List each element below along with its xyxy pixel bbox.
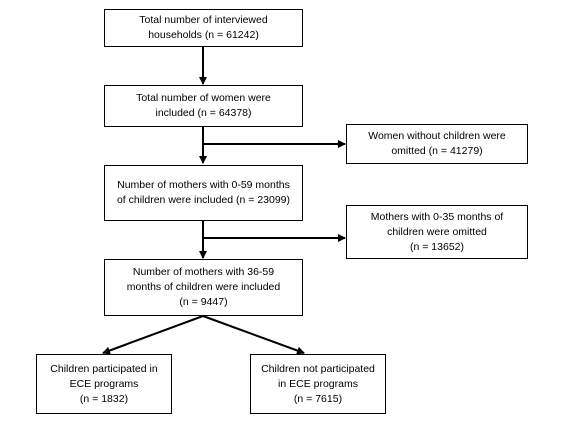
box-line: households (n = 61242) bbox=[148, 28, 259, 43]
box-women-without-children: Women without children were omitted (n =… bbox=[346, 124, 528, 164]
box-line: Children not participated bbox=[261, 362, 375, 377]
box-line: of children were included (n = 23099) bbox=[117, 193, 290, 208]
box-line: omitted (n = 41279) bbox=[391, 144, 482, 159]
box-mothers-0-59: Number of mothers with 0-59 months of ch… bbox=[104, 165, 303, 221]
box-line: Total number of women were bbox=[136, 91, 271, 106]
box-children-not-participated-ece: Children not participated in ECE program… bbox=[250, 354, 386, 414]
box-women-included: Total number of women were included (n =… bbox=[104, 85, 303, 127]
box-line: Mothers with 0-35 months of bbox=[371, 210, 503, 225]
box-line: (n = 13652) bbox=[410, 240, 464, 255]
box-line: (n = 1832) bbox=[80, 392, 128, 407]
box-line: Women without children were bbox=[368, 129, 506, 144]
box-line: (n = 9447) bbox=[179, 295, 227, 310]
box-line: in ECE programs bbox=[278, 377, 358, 392]
box-line: children were omitted bbox=[387, 225, 487, 240]
box-line: Number of mothers with 0-59 months bbox=[117, 178, 290, 193]
box-children-participated-ece: Children participated in ECE programs (n… bbox=[36, 354, 172, 414]
box-interviewed-households: Total number of interviewed households (… bbox=[104, 9, 303, 47]
arrow-to-ece-yes bbox=[103, 316, 203, 353]
box-mothers-0-35-omitted: Mothers with 0-35 months of children wer… bbox=[346, 205, 528, 259]
box-line: ECE programs bbox=[70, 377, 139, 392]
box-line: Children participated in bbox=[50, 362, 157, 377]
box-line: included (n = 64378) bbox=[155, 106, 251, 121]
box-line: (n = 7615) bbox=[294, 392, 342, 407]
box-line: months of children were included bbox=[127, 280, 281, 295]
box-line: Total number of interviewed bbox=[139, 13, 267, 28]
box-line: Number of mothers with 36-59 bbox=[133, 265, 274, 280]
box-mothers-36-59: Number of mothers with 36-59 months of c… bbox=[104, 259, 303, 316]
arrow-to-ece-no bbox=[203, 316, 304, 353]
